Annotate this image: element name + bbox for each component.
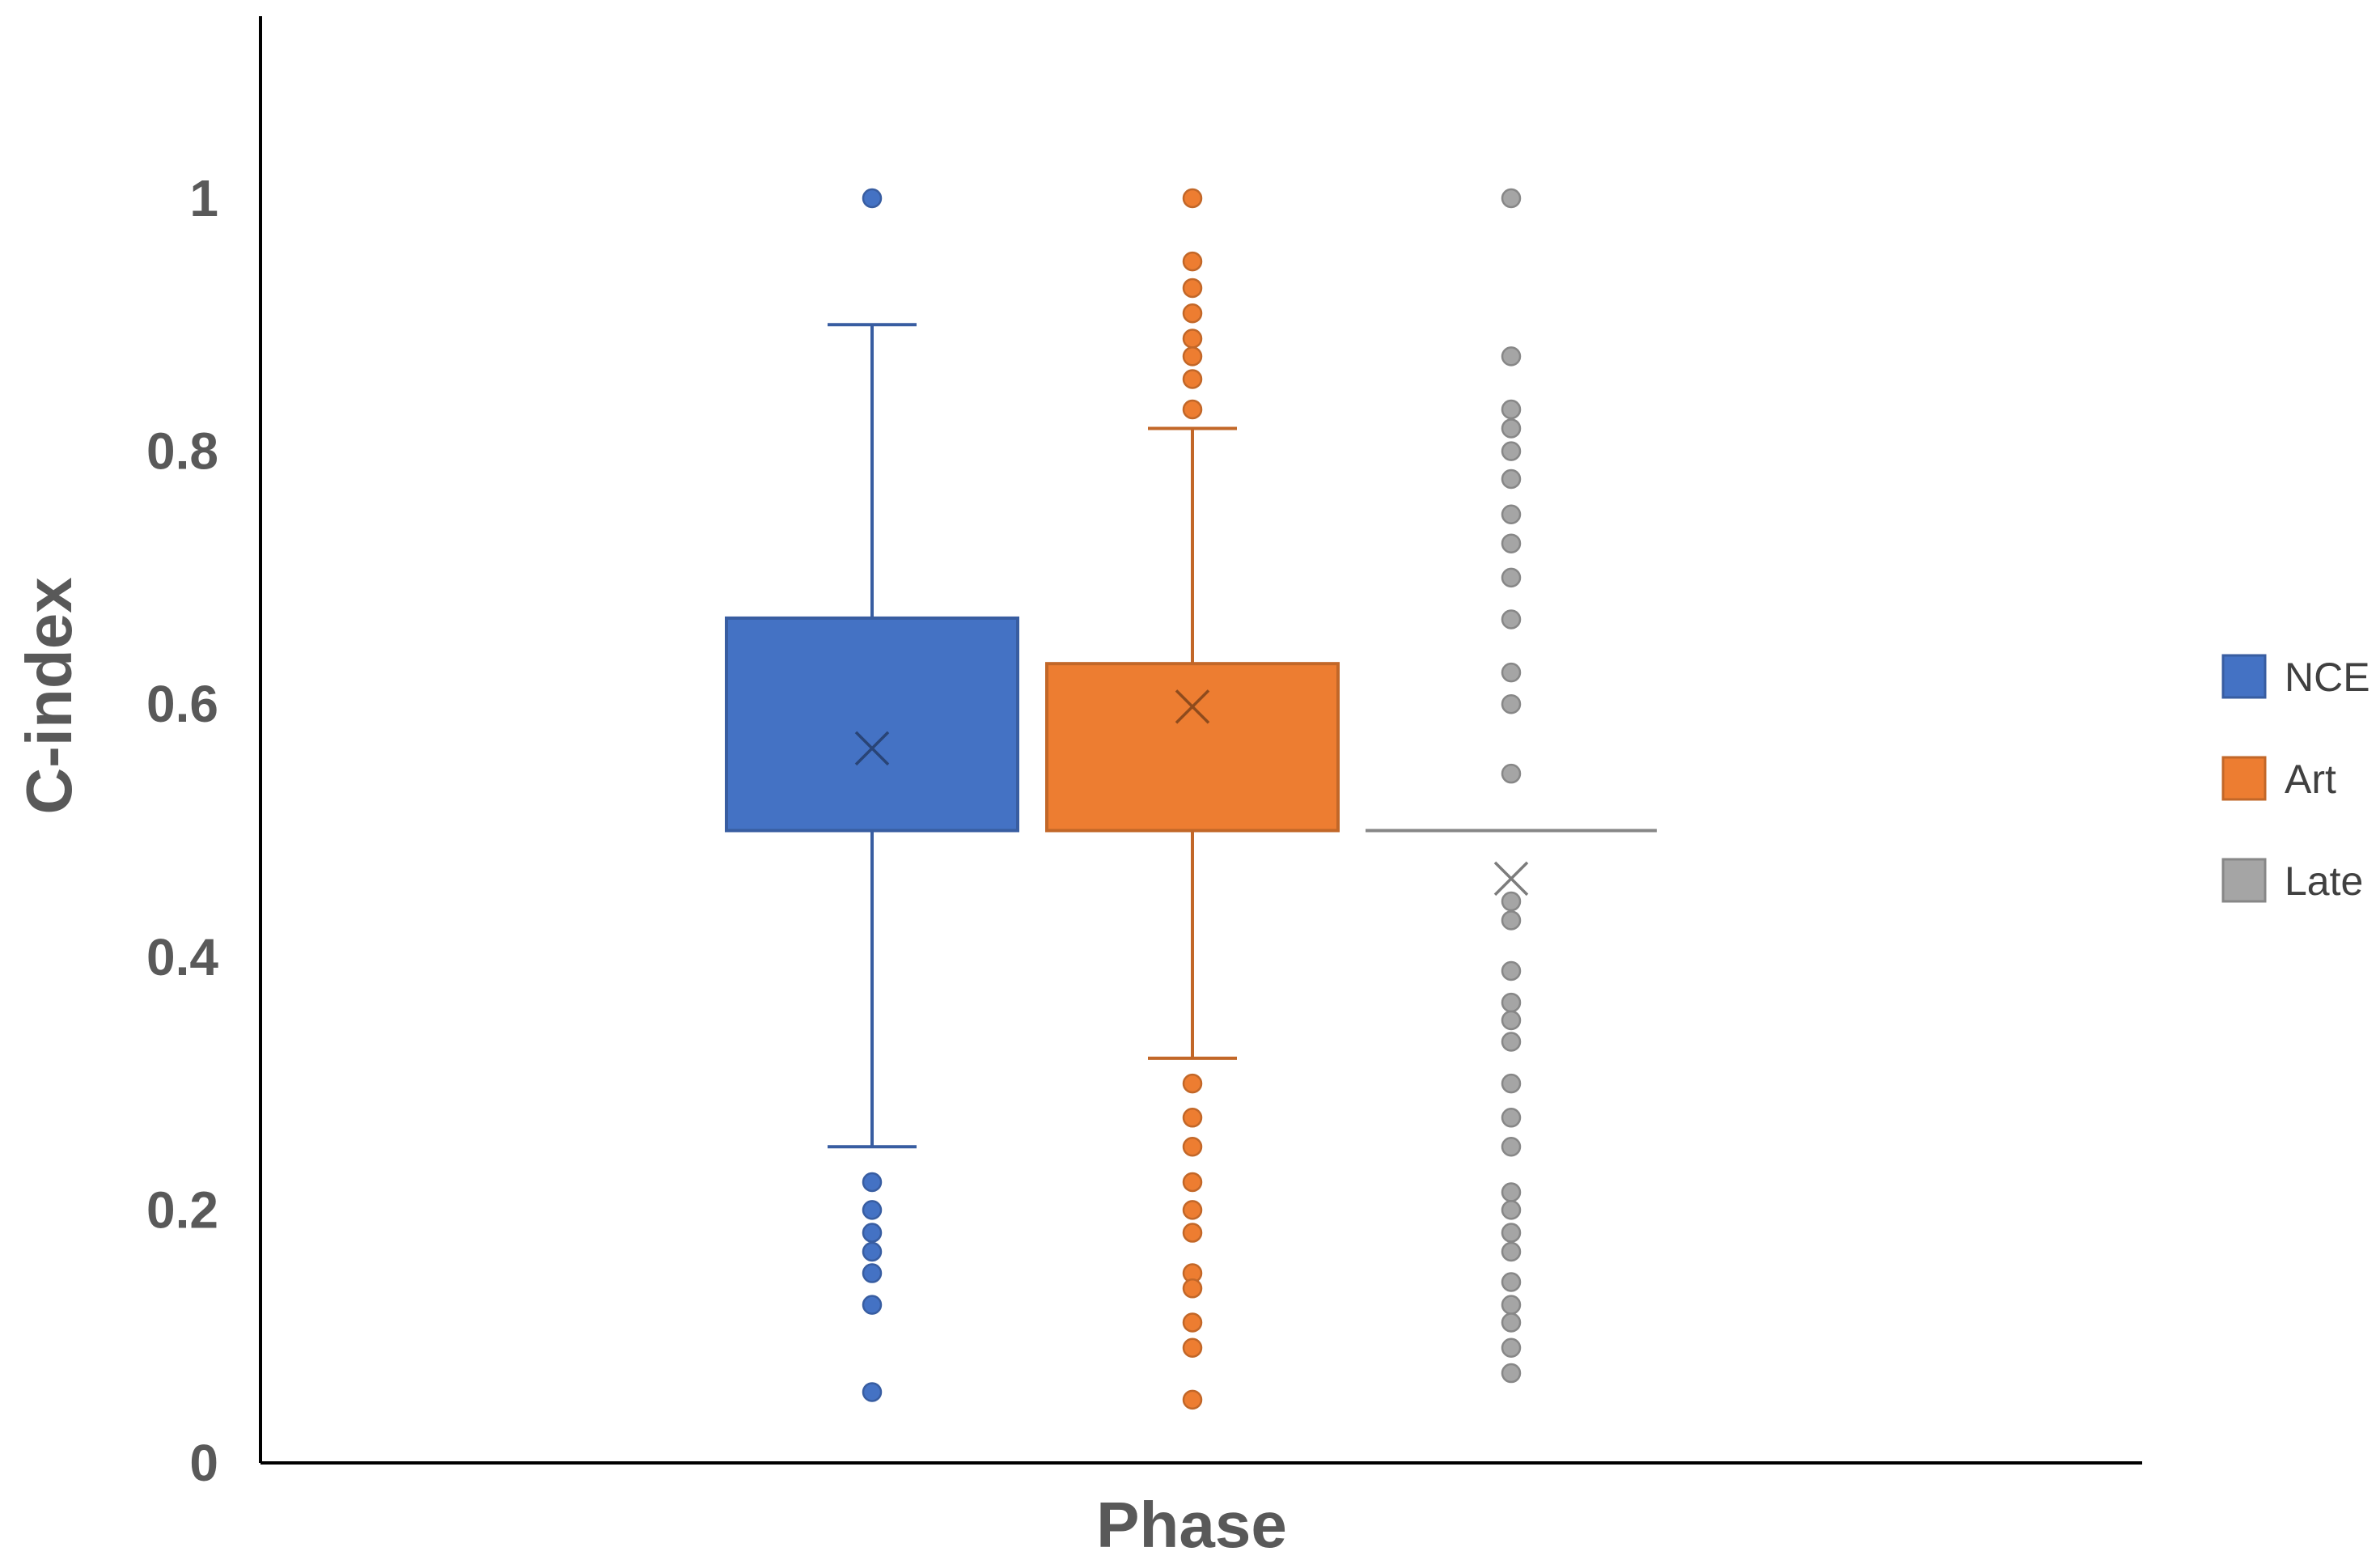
outlier-point	[862, 1295, 883, 1315]
outlier-point	[1182, 1108, 1203, 1128]
mean-marker	[1175, 689, 1210, 724]
outlier-point	[1182, 1172, 1203, 1193]
outlier-point	[1501, 1010, 1522, 1031]
legend-item-late: Late	[2221, 858, 2363, 904]
outlier-point	[1501, 1295, 1522, 1315]
outlier-point	[1501, 609, 1522, 630]
outlier-point	[1501, 504, 1522, 524]
outlier-point	[1501, 468, 1522, 490]
outlier-point	[1182, 1200, 1203, 1220]
legend-label: Art	[2285, 757, 2336, 802]
outlier-point	[1182, 1389, 1203, 1410]
outlier-point	[862, 1200, 883, 1220]
outlier-point	[1501, 533, 1522, 553]
outlier-point	[1182, 1337, 1203, 1359]
outlier-point	[1501, 891, 1522, 912]
outlier-point	[1501, 1200, 1522, 1220]
legend-swatch	[2221, 756, 2267, 801]
outlier-point	[1182, 346, 1203, 367]
legend: NCE Art Late	[2221, 654, 2370, 904]
outlier-point	[1501, 1223, 1522, 1243]
outlier-point	[1501, 1272, 1522, 1292]
outlier-point	[1501, 1312, 1522, 1333]
outlier-point	[1182, 1223, 1203, 1243]
legend-swatch	[2221, 858, 2267, 903]
outlier-point	[1501, 1363, 1522, 1384]
outlier-point	[1182, 188, 1203, 209]
outlier-point	[1501, 1073, 1522, 1094]
outlier-point	[1501, 1241, 1522, 1262]
legend-label: NCE	[2285, 655, 2370, 700]
outlier-point	[1182, 1312, 1203, 1333]
outlier-point	[1501, 763, 1522, 784]
outlier-point	[1501, 418, 1522, 439]
outlier-point	[862, 1223, 883, 1243]
outlier-point	[1501, 693, 1522, 714]
outlier-point	[1182, 1073, 1203, 1094]
y-axis-title: C-index	[13, 577, 85, 814]
outlier-point	[1182, 369, 1203, 389]
series-art	[1045, 188, 1340, 1410]
outlier-point	[862, 1263, 883, 1283]
y-tick-label-1: 1	[189, 169, 218, 227]
outlier-point	[1501, 567, 1522, 588]
outlier-point	[1501, 188, 1522, 209]
outlier-point	[1501, 1182, 1522, 1202]
outlier-point	[1501, 441, 1522, 461]
outlier-point	[1182, 329, 1203, 349]
outlier-point	[1182, 1137, 1203, 1157]
x-axis-title: Phase	[1096, 1489, 1287, 1560]
legend-swatch	[2221, 654, 2267, 699]
outlier-point	[1501, 1137, 1522, 1157]
outlier-point	[1182, 1278, 1203, 1299]
y-tick-label-0: 0	[189, 1434, 218, 1492]
outlier-point	[1501, 399, 1522, 420]
legend-label: Late	[2285, 858, 2363, 904]
outlier-point	[1501, 1337, 1522, 1359]
mean-marker	[1493, 861, 1529, 897]
box	[1045, 662, 1340, 833]
outlier-point	[1501, 662, 1522, 683]
outlier-point	[1501, 992, 1522, 1013]
y-tick-label-0-2: 0.2	[146, 1181, 218, 1239]
outlier-point	[862, 1172, 883, 1193]
outlier-point	[1182, 303, 1203, 324]
plot-area	[725, 188, 1657, 1410]
outlier-point	[862, 1382, 883, 1402]
outlier-point	[1501, 960, 1522, 981]
outlier-point	[1182, 399, 1203, 420]
legend-item-nce: NCE	[2221, 654, 2370, 700]
series-nce	[725, 188, 1019, 1402]
outlier-point	[862, 188, 883, 209]
y-axis-ticks: 0 0.2 0.4 0.6 0.8 1	[146, 169, 218, 1492]
y-tick-label-0-6: 0.6	[146, 675, 218, 733]
y-tick-label-0-8: 0.8	[146, 422, 218, 481]
mean-marker	[854, 731, 890, 766]
outlier-point	[1182, 251, 1203, 272]
outlier-point	[1501, 1032, 1522, 1052]
outlier-point	[1501, 910, 1522, 930]
outlier-point	[1501, 346, 1522, 367]
box	[725, 616, 1019, 833]
y-tick-label-0-4: 0.4	[146, 928, 218, 986]
outlier-point	[862, 1241, 883, 1262]
series-late	[1366, 188, 1657, 1384]
outlier-point	[1182, 278, 1203, 299]
legend-item-art: Art	[2221, 756, 2336, 802]
outlier-point	[1501, 1108, 1522, 1128]
